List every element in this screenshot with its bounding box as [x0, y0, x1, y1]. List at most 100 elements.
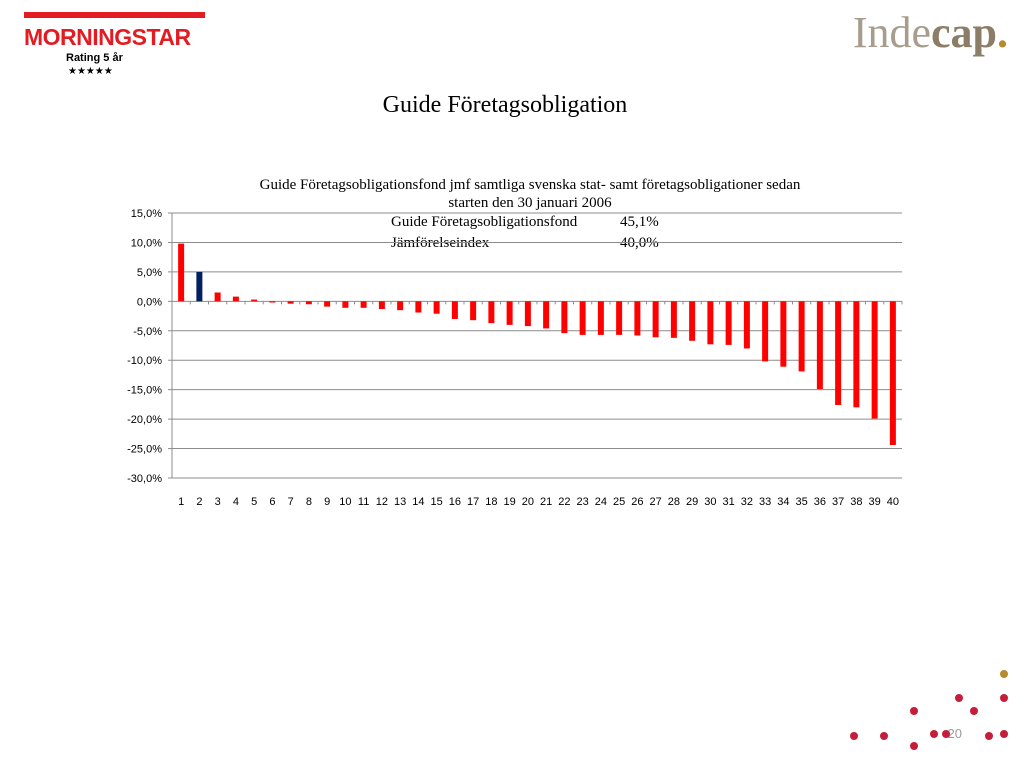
bar	[470, 301, 477, 321]
x-tick-label: 25	[613, 496, 625, 508]
bar	[835, 301, 842, 405]
bar	[762, 301, 769, 362]
y-tick-label: -5,0%	[133, 326, 162, 338]
bar	[451, 301, 458, 319]
x-tick-label: 18	[485, 496, 497, 508]
annotation-fund-label: Guide Företagsobligationsfond	[391, 214, 578, 230]
x-tick-label: 24	[595, 496, 607, 508]
x-tick-label: 40	[887, 496, 899, 508]
decorative-dot	[1000, 730, 1008, 738]
bar	[597, 301, 604, 335]
x-tick-label: 4	[233, 496, 239, 508]
decorative-dot	[985, 732, 993, 740]
y-tick-label: 10,0%	[131, 237, 162, 249]
decorative-dot	[970, 707, 978, 715]
x-tick-label: 17	[467, 496, 479, 508]
x-tick-label: 21	[540, 496, 552, 508]
x-tick-label: 6	[269, 496, 275, 508]
x-tick-label: 19	[504, 496, 516, 508]
y-tick-label: -10,0%	[127, 355, 162, 367]
annotation-fund-value: 45,1%	[620, 214, 659, 230]
bar	[196, 271, 203, 302]
bar	[360, 301, 367, 308]
bar	[871, 301, 878, 419]
bar	[579, 301, 586, 335]
page-number: 20	[947, 726, 962, 741]
bar	[780, 301, 787, 367]
x-tick-label: 16	[449, 496, 461, 508]
x-tick-label: 5	[251, 496, 257, 508]
x-tick-label: 10	[339, 496, 351, 508]
bar	[725, 301, 732, 345]
decorative-dot	[910, 742, 918, 750]
bar	[634, 301, 641, 336]
chart-title-line1: Guide Företagsobligationsfond jmf samtli…	[259, 177, 801, 193]
bar	[305, 301, 312, 305]
bar	[652, 301, 659, 338]
morningstar-logo-text: MORNINGSTAR	[24, 24, 191, 50]
bar	[743, 301, 750, 349]
x-tick-label: 35	[796, 496, 808, 508]
x-tick-label: 34	[777, 496, 789, 508]
bar	[178, 243, 185, 302]
bar	[561, 301, 568, 334]
indecap-logo-bold: cap	[931, 8, 997, 57]
annotation-fund: Guide Företagsobligationsfond 45,1%	[391, 213, 659, 231]
bar	[853, 301, 860, 408]
bar	[506, 301, 513, 325]
bar	[269, 301, 276, 303]
bar	[543, 301, 550, 329]
y-tick-label: 0,0%	[137, 296, 162, 308]
bar	[889, 301, 896, 446]
x-tick-label: 3	[215, 496, 221, 508]
x-tick-label: 33	[759, 496, 771, 508]
bar	[798, 301, 805, 372]
bar	[616, 301, 623, 335]
bar	[488, 301, 495, 324]
y-tick-label: -30,0%	[127, 473, 162, 485]
indecap-logo: Indecap.	[853, 10, 1008, 56]
bar	[324, 301, 331, 307]
decorative-dot	[955, 694, 963, 702]
bar-chart: 15,0% 10,0% 5,0% 0,0% -5,0% -10,0% -15,0% -20,0…	[127, 208, 903, 508]
annotation-index-label: Jämförelseindex	[391, 235, 490, 251]
y-tick-label: -25,0%	[127, 444, 162, 456]
rating-label: Rating 5 år	[66, 52, 123, 64]
y-tick-label: -15,0%	[127, 385, 162, 397]
decorative-dot	[880, 732, 888, 740]
x-tick-label: 12	[376, 496, 388, 508]
bar	[232, 296, 239, 302]
chart-title-line2: starten den 30 januari 2006	[448, 195, 612, 211]
bar	[397, 301, 404, 311]
bar	[524, 301, 531, 327]
x-tick-label: 26	[631, 496, 643, 508]
decorative-dot	[910, 707, 918, 715]
x-tick-label: 30	[704, 496, 716, 508]
x-tick-label: 22	[558, 496, 570, 508]
x-tick-label: 15	[431, 496, 443, 508]
x-tick-label: 7	[288, 496, 294, 508]
x-tick-label: 36	[814, 496, 826, 508]
indecap-logo-dot: .	[997, 8, 1008, 57]
bar	[251, 299, 258, 302]
indecap-logo-light: Inde	[852, 8, 931, 57]
x-tick-label: 11	[358, 496, 369, 508]
x-tick-label: 38	[850, 496, 862, 508]
x-tick-label: 13	[394, 496, 406, 508]
x-tick-label: 27	[650, 496, 662, 508]
decorative-dot	[930, 730, 938, 738]
decorative-dot	[1000, 670, 1008, 678]
bar	[342, 301, 349, 308]
rating-stars-icon: ★★★★★	[68, 66, 113, 77]
morningstar-logo: MORNINGSTAR	[24, 12, 208, 50]
decorative-dot	[1000, 694, 1008, 702]
bar	[415, 301, 422, 313]
x-tick-label: 2	[196, 496, 202, 508]
x-tick-label: 14	[412, 496, 424, 508]
x-tick-label: 29	[686, 496, 698, 508]
bar	[707, 301, 714, 345]
annotation-index-value: 40,0%	[620, 235, 659, 251]
bar	[287, 301, 294, 304]
bar	[378, 301, 385, 309]
x-tick-label: 28	[668, 496, 680, 508]
